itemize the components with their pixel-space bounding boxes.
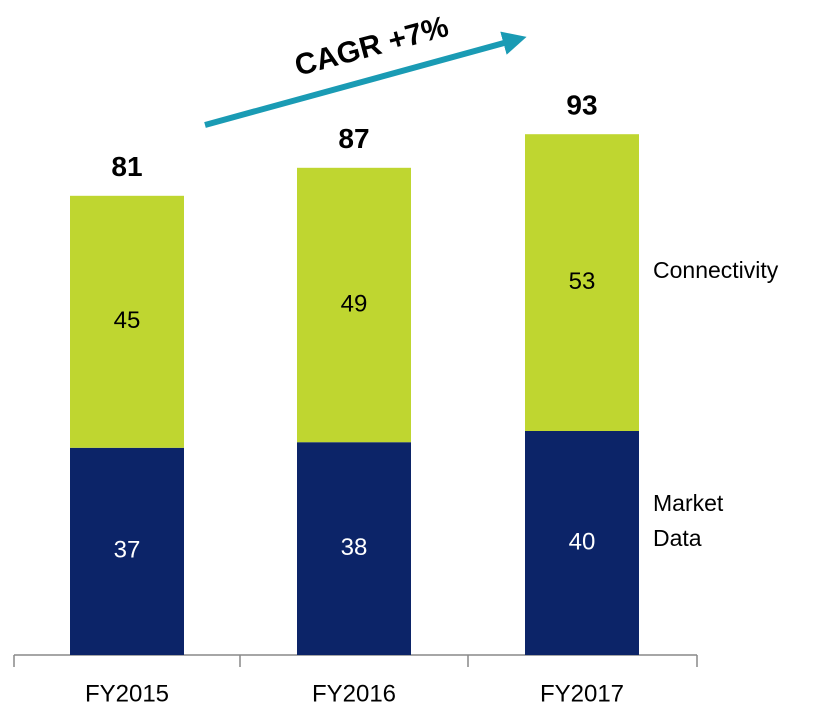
value-label: 40 — [569, 528, 596, 555]
bar-segment — [525, 431, 639, 655]
annotation: CAGR +7% — [291, 10, 452, 83]
x-tick-label: FY2016 — [312, 680, 396, 707]
value-label: 38 — [341, 534, 368, 561]
value-label: 53 — [569, 268, 596, 295]
bar-segment — [70, 195, 184, 448]
bar-segment — [297, 167, 411, 443]
total-label: 81 — [111, 151, 142, 182]
value-label: 37 — [114, 537, 141, 564]
x-tick-label: FY2017 — [540, 680, 624, 707]
cagr-arrow — [204, 31, 527, 128]
legend-label: Market Data — [653, 490, 724, 551]
value-label: 45 — [114, 307, 141, 334]
bar-segment — [525, 134, 639, 431]
legend-label: Connectivity — [653, 257, 779, 284]
x-tick-label: FY2015 — [85, 680, 169, 707]
total-label: 87 — [338, 123, 369, 154]
bar-segment — [70, 447, 184, 655]
value-label: 49 — [341, 290, 368, 317]
total-label: 93 — [566, 90, 597, 121]
bar-segment — [297, 442, 411, 655]
